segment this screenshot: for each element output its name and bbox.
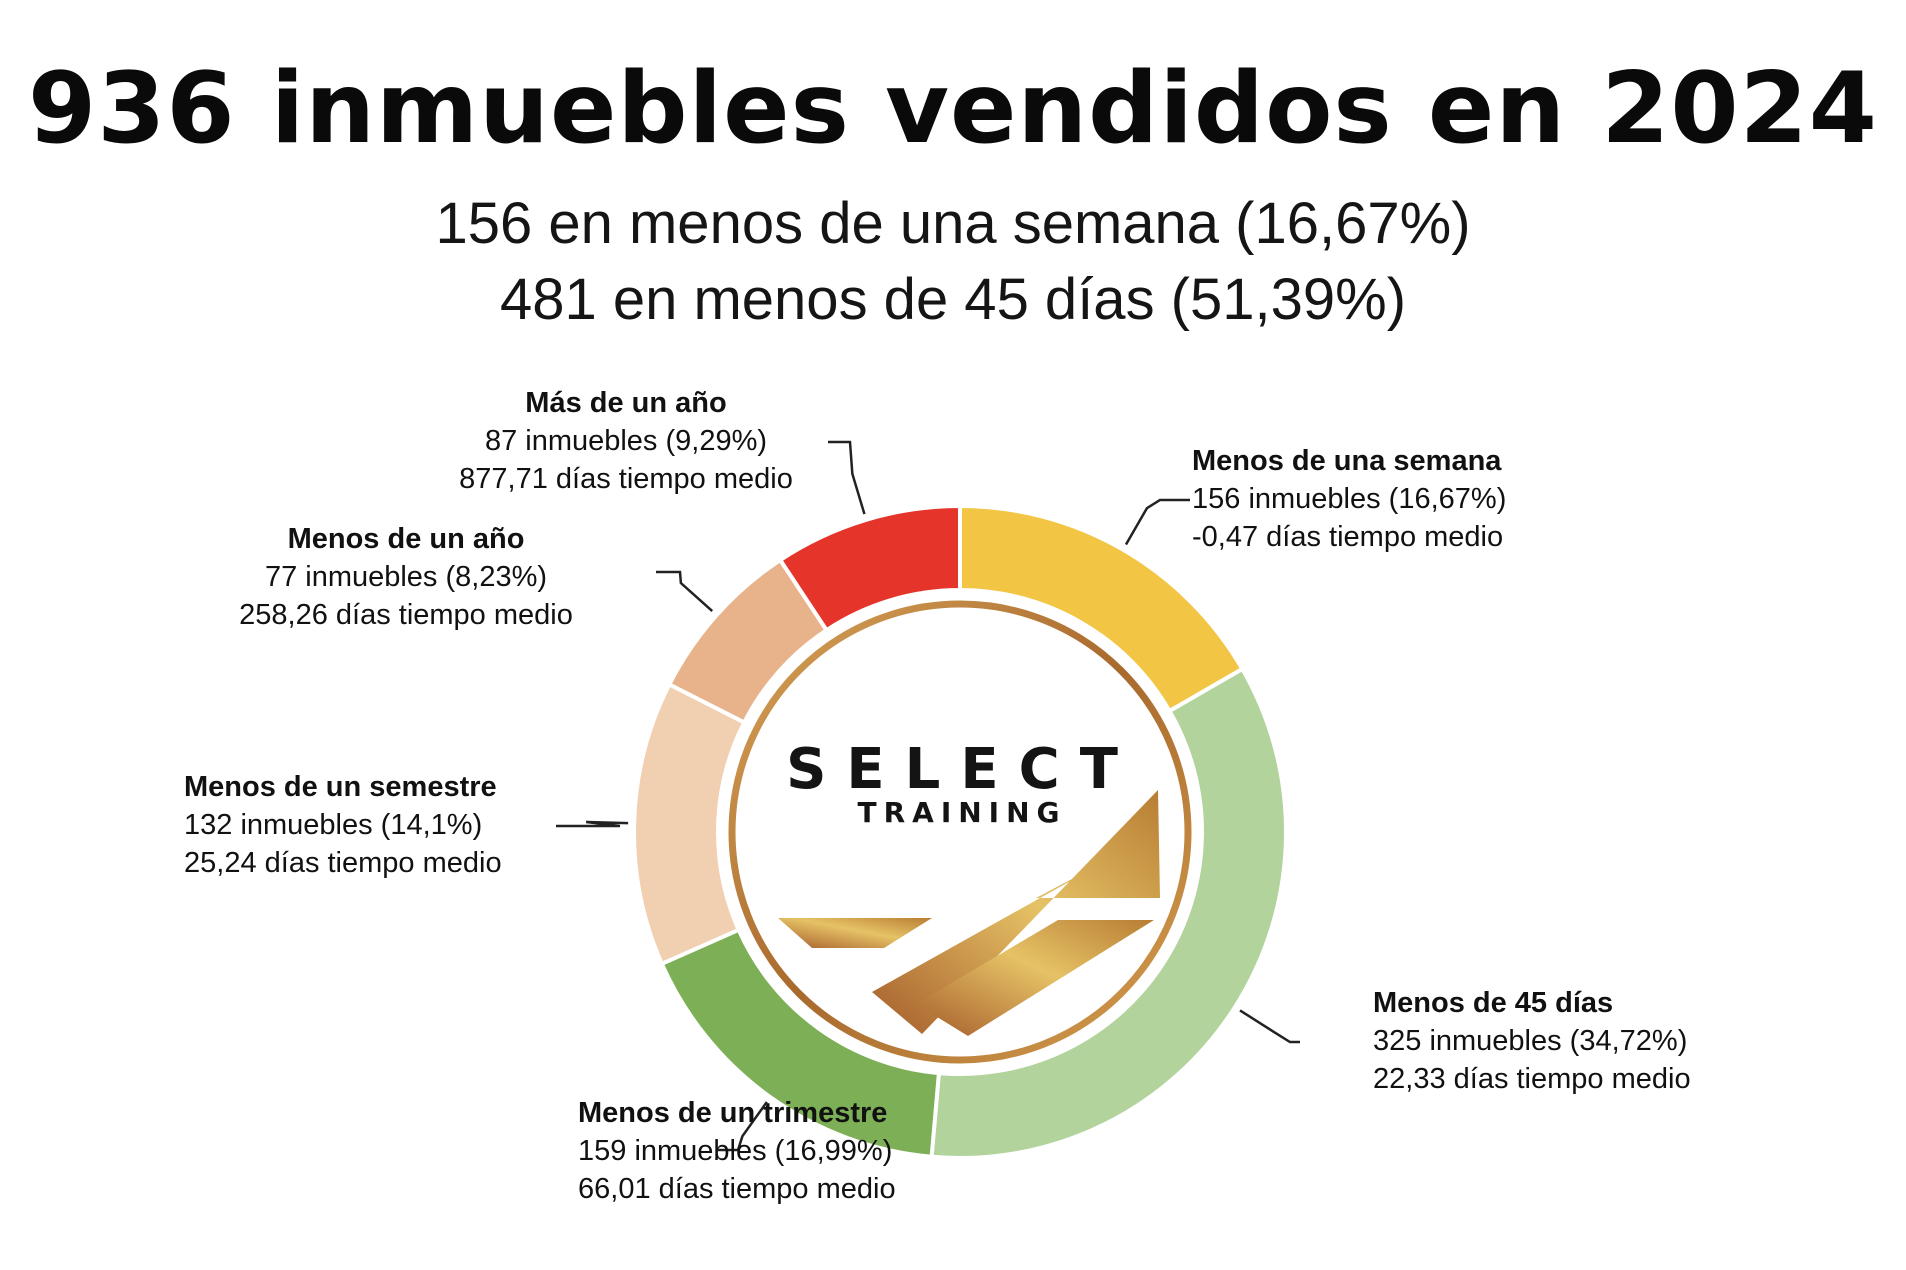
- logo-stripe-3: [916, 920, 1154, 1036]
- slice-title-menos-de-una-semana: Menos de una semana: [1192, 445, 1502, 477]
- leader-lines: [556, 440, 1300, 1152]
- leader-mas-de-un-ano: [828, 440, 866, 515]
- subtitle-week: 156 en menos de una semana (16,67%): [435, 191, 1471, 256]
- logo-stripe-2: [872, 790, 1160, 1034]
- slice-title-menos-de-un-semestre: Menos de un semestre: [184, 771, 497, 803]
- slice-avg-days-menos-de-un-ano: 258,26 días tiempo medio: [239, 599, 573, 631]
- slice-avg-days-mas-de-un-ano: 877,71 días tiempo medio: [459, 463, 793, 495]
- leader-menos-de-un-ano: [656, 570, 714, 612]
- slice-avg-days-menos-de-un-trimestre: 66,01 días tiempo medio: [578, 1173, 896, 1205]
- slice-count-menos-de-un-semestre: 132 inmuebles (14,1%): [184, 809, 482, 841]
- logo-tagline: TRAINING: [857, 796, 1066, 829]
- logo-ring: [728, 600, 1192, 1064]
- slice-title-mas-de-un-ano: Más de un año: [525, 387, 726, 419]
- slice-title-menos-de-45-dias: Menos de 45 días: [1373, 987, 1613, 1019]
- page-title: 936 inmuebles vendidos en 2024: [28, 52, 1878, 166]
- slice-labels: Menos de una semana 156 inmuebles (16,67%…: [184, 387, 1691, 1205]
- slice-title-menos-de-un-ano: Menos de un año: [288, 523, 525, 555]
- select-training-logo: SELECT TRAINING: [728, 600, 1192, 1064]
- donut-slices: [632, 503, 1288, 1160]
- slice-count-menos-de-45-dias: 325 inmuebles (34,72%): [1373, 1025, 1687, 1057]
- leader-menos-de-45-dias: [1239, 1009, 1300, 1044]
- slice-mas-de-un-ano: [777, 503, 962, 633]
- slice-count-menos-de-un-trimestre: 159 inmuebles (16,99%): [578, 1135, 892, 1167]
- logo-stripe-1: [778, 918, 932, 948]
- slice-title-menos-de-un-trimestre: Menos de un trimestre: [578, 1097, 887, 1129]
- slice-avg-days-menos-de-una-semana: -0,47 días tiempo medio: [1192, 521, 1503, 553]
- slice-count-menos-de-un-ano: 77 inmuebles (8,23%): [265, 561, 547, 593]
- slice-count-mas-de-un-ano: 87 inmuebles (9,29%): [485, 425, 767, 457]
- slice-avg-days-menos-de-45-dias: 22,33 días tiempo medio: [1373, 1063, 1691, 1095]
- slice-avg-days-menos-de-un-semestre: 25,24 días tiempo medio: [184, 847, 502, 879]
- slice-count-menos-de-una-semana: 156 inmuebles (16,67%): [1192, 483, 1506, 515]
- slice-menos-de-45-dias: [929, 666, 1288, 1160]
- leader-menos-de-una-semana: [1124, 498, 1190, 546]
- logo-name: SELECT: [786, 737, 1138, 802]
- leader-menos-de-un-semestre: [556, 820, 629, 828]
- subtitle-45-days: 481 en menos de 45 días (51,39%): [499, 267, 1407, 332]
- slice-menos-de-un-semestre: [632, 681, 747, 967]
- leader-menos-de-un-trimestre: [718, 1101, 768, 1152]
